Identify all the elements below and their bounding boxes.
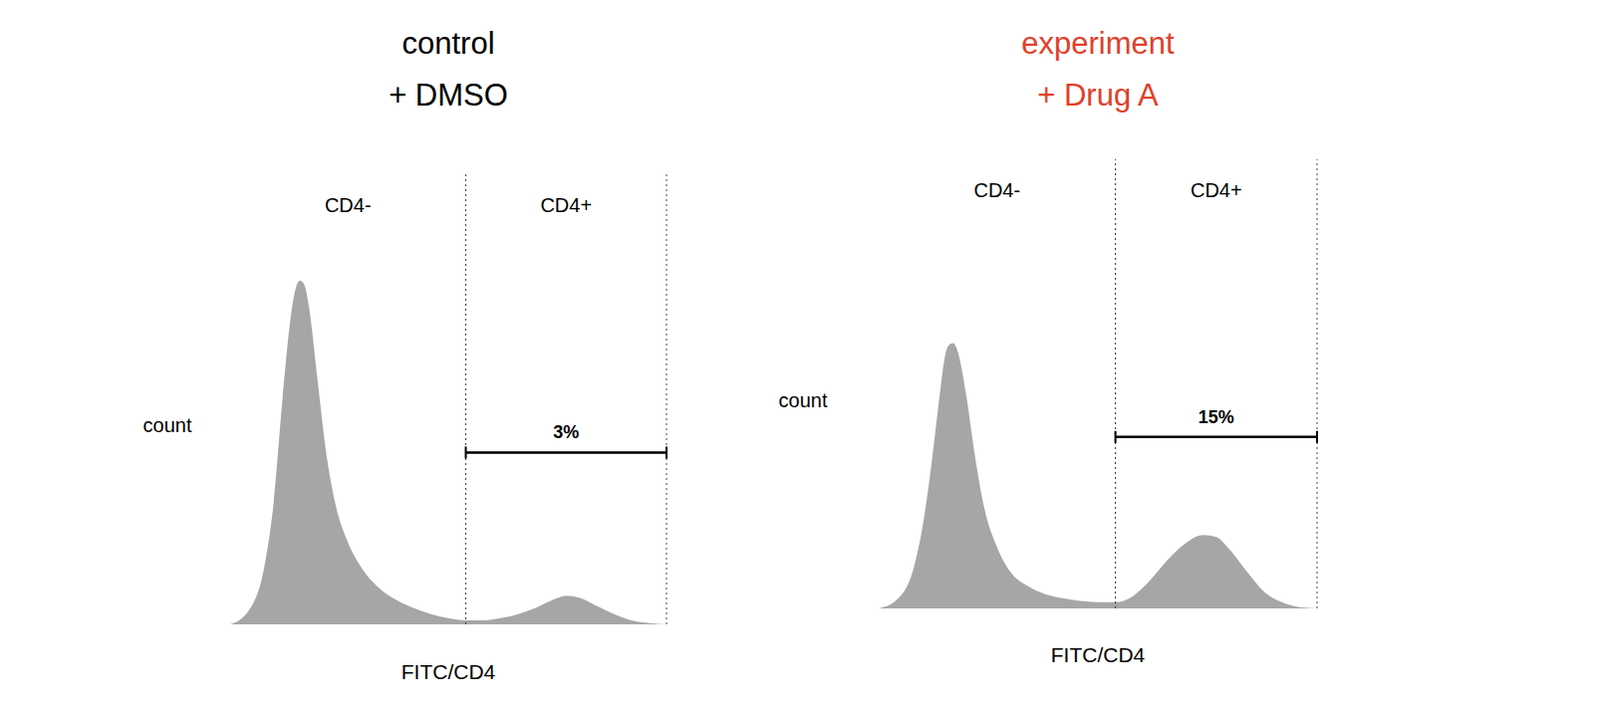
html-text:+ DMSO: + DMSO [388, 77, 508, 113]
html-text:control: control [401, 25, 495, 61]
html-text:+ Drug A: + Drug A [1037, 77, 1159, 113]
html-text:count: count [142, 414, 192, 437]
html-text:experiment: experiment [1021, 25, 1175, 61]
html-text:FITC/CD4: FITC/CD4 [401, 660, 496, 684]
svg-text:CD4+: CD4+ [539, 194, 592, 217]
svg-text:CD4+: CD4+ [1190, 179, 1243, 202]
svg-text:CD4-: CD4- [973, 179, 1021, 202]
svg-text:3%: 3% [552, 422, 579, 443]
svg-text:CD4-: CD4- [324, 194, 372, 217]
svg-text:15%: 15% [1198, 407, 1235, 428]
html-text:FITC/CD4: FITC/CD4 [1050, 643, 1146, 667]
html-text:count: count [778, 389, 828, 412]
